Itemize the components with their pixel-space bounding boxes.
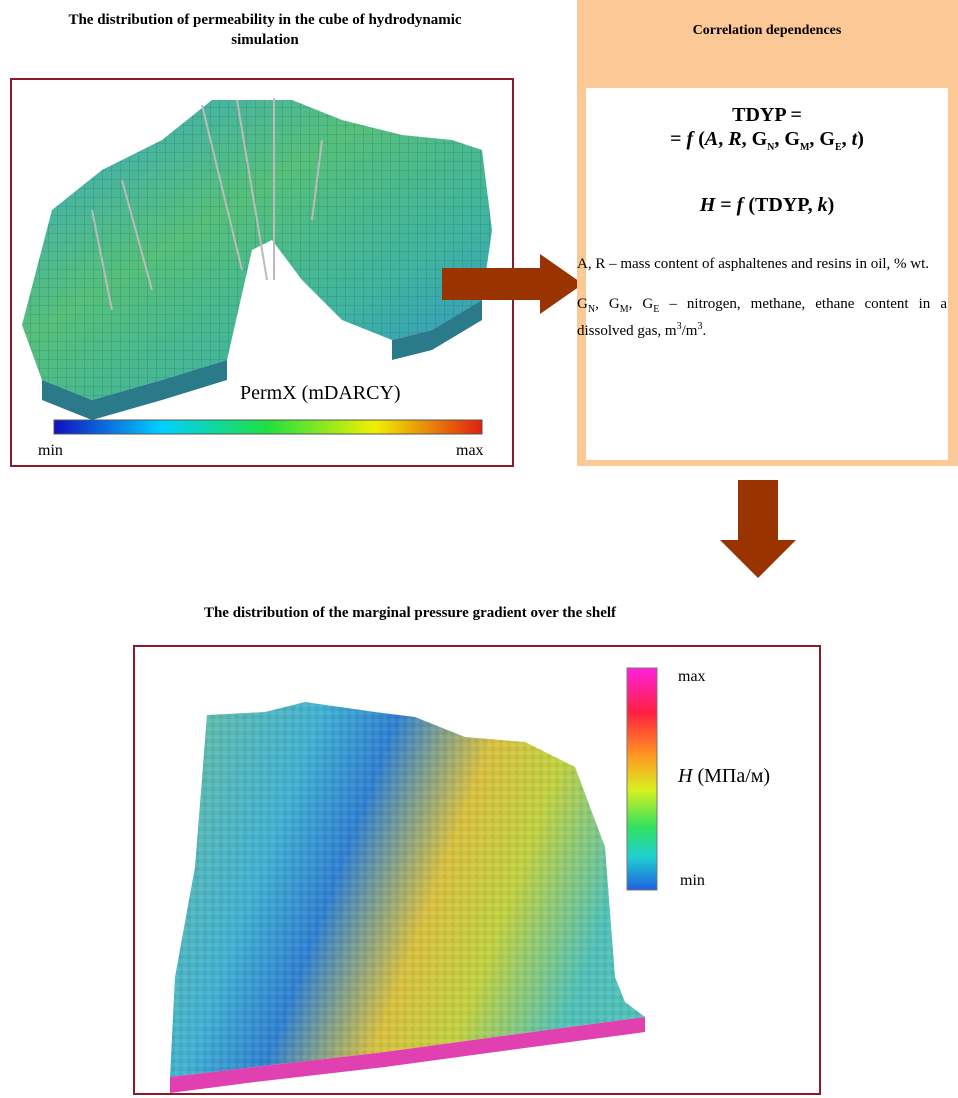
text: , G [742,128,768,150]
formula-1-line-1: TDYP = [586,104,948,127]
legend-label: PermX (mDARCY) [240,382,401,405]
text: , G [595,296,620,312]
pressure-panel: max H (МПа/м) min [133,645,821,1095]
description-1: A, R – mass content of asphaltenes and r… [577,256,947,273]
text: R [728,128,741,150]
formula-1-line-2: = f (A, R, GN, GM, GE, t) [586,128,948,153]
permeability-panel: PermX (mDARCY) min max [10,78,514,467]
max-label: max [456,442,484,460]
text: H [678,765,692,787]
min-label: min [38,442,63,460]
legend-label: H (МПа/м) [678,765,770,788]
text: (МПа/м) [692,765,770,787]
text: , [842,128,852,150]
text: M [620,304,629,315]
formula-2: H = f (TDYP, k) [586,194,948,217]
text: , G [629,296,654,312]
page: {"left_panel": {"title": "The distributi… [0,0,958,1091]
text: , G [809,128,835,150]
arrow-right [440,250,585,320]
left-title: The distribution of permeability in the … [40,10,490,50]
text: ) [828,194,835,216]
bottom-title: The distribution of the marginal pressur… [100,603,720,623]
correlation-box: Correlation dependences TDYP = = f (A, R… [577,0,958,466]
text: , [718,128,728,150]
colorbar [54,420,482,434]
text: G [577,296,588,312]
text: E [835,142,842,153]
colorbar [627,668,657,890]
mesh [22,100,492,400]
text: (TDYP, [743,194,817,216]
text: A [705,128,718,150]
box-header: Correlation dependences [657,22,877,40]
pixels [170,702,645,1077]
text: , G [774,128,800,150]
text: k [818,194,828,216]
description-2: GN, GM, GE – nitrogen, methane, ethane c… [577,296,947,340]
text: = [715,194,736,216]
min-label: min [680,872,705,890]
text: /m [682,323,698,339]
permeability-model [12,80,512,465]
pressure-model [135,647,819,1093]
text: ) [857,128,864,150]
text: M [800,142,809,153]
max-label: max [678,668,706,686]
text: = [670,128,686,150]
text: N [588,304,595,315]
arrow-down [718,478,798,580]
text: . [702,323,706,339]
text: H [700,194,716,216]
box-body: TDYP = = f (A, R, GN, GM, GE, t) H = f (… [586,88,948,460]
text: ( [693,128,705,150]
